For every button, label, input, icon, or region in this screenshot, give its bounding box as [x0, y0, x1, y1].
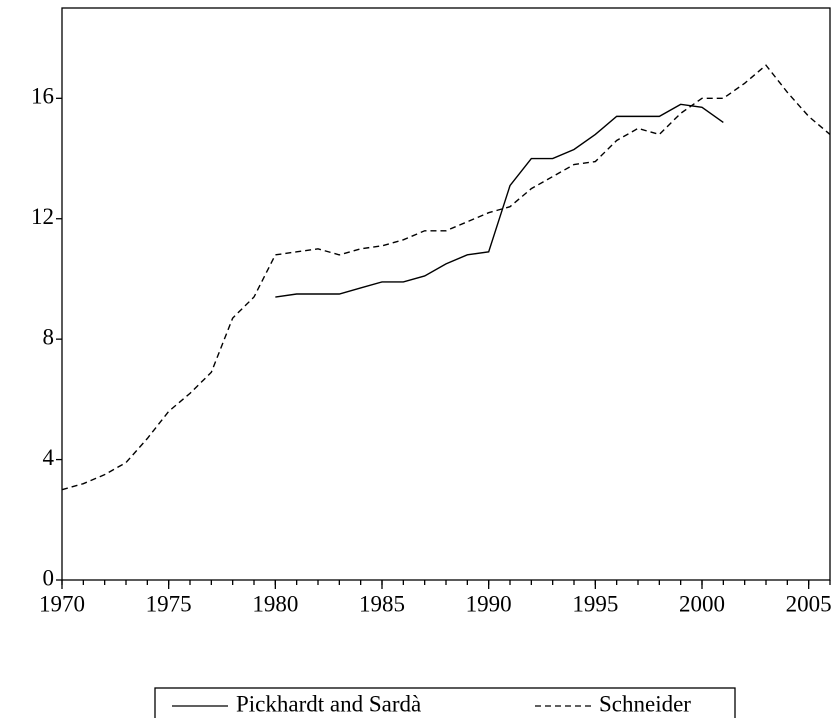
- series-line: [61, 64, 831, 491]
- plot-frame: [61, 7, 831, 581]
- x-tick-label: 1970: [39, 591, 85, 616]
- x-tick-label: 2005: [786, 591, 832, 616]
- x-tick-label: 1980: [252, 591, 298, 616]
- x-tick-label: 1975: [146, 591, 192, 616]
- y-tick-label: 16: [31, 84, 54, 109]
- y-tick-label: 4: [43, 445, 55, 470]
- x-tick-label: 1985: [359, 591, 405, 616]
- y-tick-label: 8: [43, 324, 55, 349]
- x-tick-label: 2000: [679, 591, 725, 616]
- x-tick-label: 1990: [466, 591, 512, 616]
- legend-box: [154, 687, 736, 718]
- legend-label: Schneider: [599, 691, 691, 716]
- series-line: [275, 103, 724, 298]
- y-tick-label: 0: [43, 565, 55, 590]
- y-tick-label: 12: [31, 204, 54, 229]
- legend-label: Pickhardt and Sardà: [236, 691, 421, 716]
- x-tick-label: 1995: [572, 591, 618, 616]
